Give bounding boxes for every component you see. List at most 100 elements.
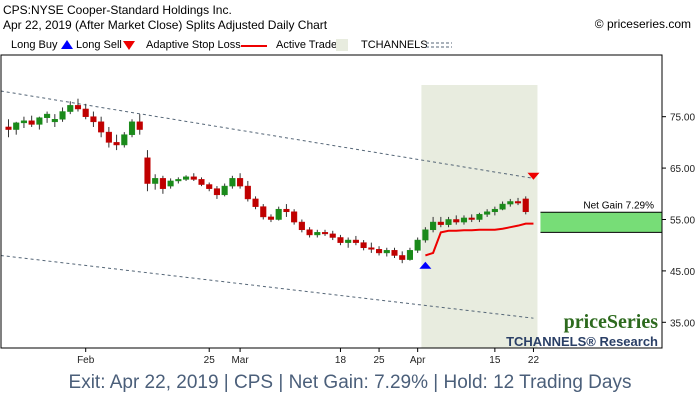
candle-down xyxy=(306,229,313,236)
legend-tchannels: TCHANNELS xyxy=(361,39,428,51)
candle-up xyxy=(167,180,174,187)
plot-frame xyxy=(0,54,663,349)
candle-down xyxy=(113,142,120,146)
candle-down xyxy=(244,185,251,200)
candle-up xyxy=(414,239,421,251)
candle-up xyxy=(13,122,20,130)
long-sell-arrow-icon xyxy=(123,41,135,50)
candle-down xyxy=(522,198,529,213)
candle-down xyxy=(260,206,267,218)
candle-up xyxy=(507,201,514,205)
candle-up xyxy=(183,176,190,180)
candle-up xyxy=(229,178,236,187)
candle-down xyxy=(98,121,105,133)
candle-down xyxy=(329,233,336,238)
x-tick-label: 25 xyxy=(204,355,216,366)
sell-arrow xyxy=(527,172,540,180)
candle-up xyxy=(128,121,136,135)
x-tick-label: 25 xyxy=(373,355,385,366)
x-tick-label: Mar xyxy=(231,355,249,366)
legend-long-sell: Long Sell xyxy=(76,39,122,51)
candle-down xyxy=(213,188,220,196)
footer-summary: Exit: Apr 22, 2019 | CPS | Net Gain: 7.2… xyxy=(68,372,632,393)
tchannels-swatch-icon xyxy=(426,42,452,48)
candle-up xyxy=(67,105,74,112)
legend-adaptive-stop: Adaptive Stop Loss xyxy=(146,39,241,51)
legend: Long Buy Long Sell Adaptive Stop Loss Ac… xyxy=(1,36,699,54)
candle-down xyxy=(368,247,375,250)
x-tick-label: 15 xyxy=(489,355,501,366)
candle-up xyxy=(345,239,352,243)
candle-down xyxy=(283,208,290,213)
candle-up xyxy=(44,113,51,118)
candle-up xyxy=(491,208,498,213)
candle-up xyxy=(430,221,437,231)
y-tick-label: 35.00 xyxy=(670,318,695,329)
candle-down xyxy=(144,157,151,184)
y-tick-label: 55.00 xyxy=(670,215,695,226)
candle-up xyxy=(460,217,468,223)
candle-up xyxy=(314,232,321,236)
candle-up xyxy=(383,250,390,254)
candle-down xyxy=(321,232,329,235)
candle-down xyxy=(453,219,460,223)
candle-down xyxy=(337,237,344,243)
net-gain-box xyxy=(540,212,662,233)
active-trade-swatch xyxy=(336,39,348,51)
candle-down xyxy=(298,221,305,231)
candle-down xyxy=(105,131,112,143)
candle-down xyxy=(28,120,35,125)
candle-up xyxy=(121,134,128,146)
x-tick-label: Apr xyxy=(410,355,426,366)
candle-down xyxy=(399,255,406,260)
candle-down xyxy=(206,184,213,189)
candle-up xyxy=(175,179,182,182)
copyright: © priceseries.com xyxy=(594,17,691,31)
candle-down xyxy=(468,217,475,220)
candle-up xyxy=(422,229,429,241)
candle-down xyxy=(291,211,298,223)
candle-down xyxy=(82,108,89,117)
candle-down xyxy=(74,105,82,110)
long-buy-arrow-icon xyxy=(61,40,73,49)
adaptive-stop-line xyxy=(425,222,534,257)
candle-down xyxy=(190,176,197,180)
x-tick-label: 18 xyxy=(335,355,347,366)
x-tick-label: Feb xyxy=(77,355,95,366)
candle-down xyxy=(360,242,367,249)
candle-up xyxy=(476,214,483,220)
chart-title: CPS:NYSE Cooper-Standard Holdings Inc. xyxy=(3,3,232,17)
candle-down xyxy=(5,126,12,130)
candle-down xyxy=(136,121,143,130)
candle-up xyxy=(36,117,43,125)
candle-down xyxy=(376,249,383,254)
candle-up xyxy=(59,111,66,120)
channel-lower-line xyxy=(0,254,534,319)
y-tick-label: 75.00 xyxy=(670,113,695,124)
y-tick-label: 65.00 xyxy=(670,164,695,175)
net-gain-label: Net Gain 7.29% xyxy=(583,200,654,211)
candle-down xyxy=(237,178,244,187)
brand-priceseries: priceSeries xyxy=(564,311,659,333)
legend-active-trade: Active Trade xyxy=(276,39,338,51)
candle-down xyxy=(514,201,522,204)
candle-up xyxy=(20,120,27,124)
candle-up xyxy=(51,119,58,123)
chart-subtitle: Apr 22, 2019 (After Market Close) Splits… xyxy=(3,18,328,32)
stop-line-swatch xyxy=(241,45,267,47)
candle-down xyxy=(391,250,398,256)
candle-up xyxy=(445,219,452,225)
candle-down xyxy=(352,239,359,243)
candle-up xyxy=(484,211,491,215)
candle-down xyxy=(159,178,166,189)
candle-down xyxy=(437,221,444,225)
candle-up xyxy=(499,203,506,210)
price-chart: Net Gain 7.29% 35.00 45.00 55.00 65.00 75.00… xyxy=(0,54,695,366)
buy-arrow xyxy=(419,261,432,269)
candle-up xyxy=(221,185,228,196)
brand-tchannels-research: TCHANNELS® Research xyxy=(506,334,658,349)
y-tick-label: 45.00 xyxy=(670,267,695,278)
candle-down xyxy=(252,198,259,207)
legend-long-buy: Long Buy xyxy=(11,39,58,51)
candle-down xyxy=(267,216,275,220)
